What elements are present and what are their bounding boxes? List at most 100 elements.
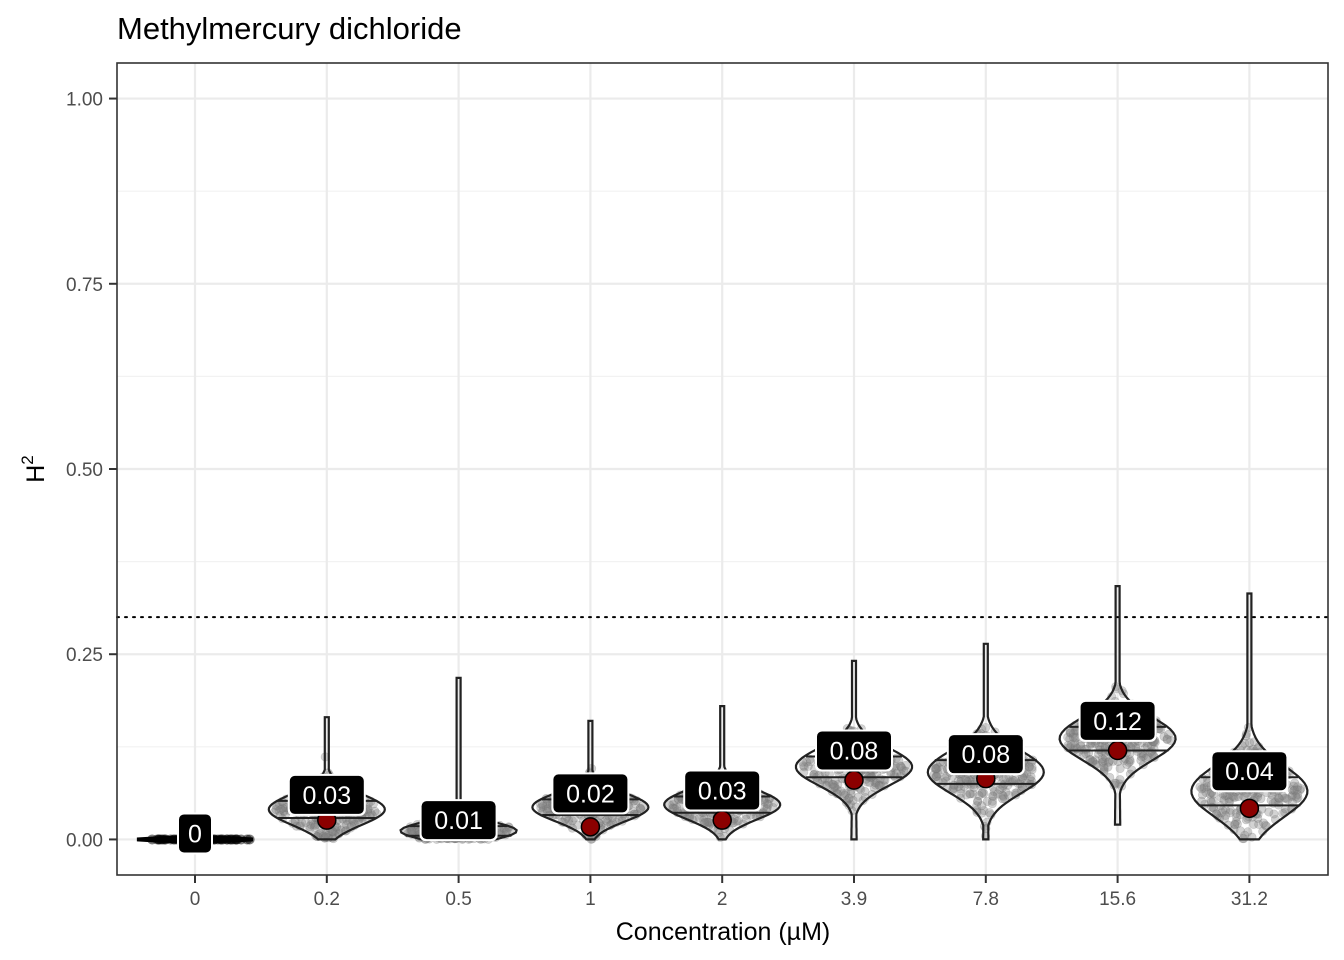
data-point [1201,787,1211,797]
data-point [865,777,875,787]
data-point [833,779,843,789]
mean-point [844,770,864,790]
data-point [1283,794,1293,804]
y-tick-label: 0.50 [66,460,103,481]
x-tick-label: 7.8 [973,889,999,910]
x-tick-label: 3.9 [841,889,867,910]
label-text: 0.04 [1225,758,1274,786]
data-point [665,800,675,810]
y-axis-title-superscript: 2 [18,455,37,464]
label-box [685,771,760,810]
data-point [1230,820,1240,830]
y-axis-title: H2 [18,455,50,483]
x-tick-label: 1 [585,889,596,910]
data-point [973,796,983,806]
data-point [956,788,966,798]
data-point [997,794,1007,804]
data-point [348,816,358,826]
data-point [1159,732,1169,742]
data-point [1224,794,1234,804]
data-point [538,801,548,811]
grid-lines [117,63,1328,875]
data-point [1065,734,1075,744]
data-point [840,791,850,801]
data-point [271,805,281,815]
data-point [1097,754,1107,764]
data-point [974,791,984,801]
axes: 0.00 0.25 0.50 0.75 1.00 0 0.2 0.5 1 2 3.9 7.8 15.6 3… [66,62,1329,910]
data-point [1199,783,1209,793]
violin-shape [267,716,386,841]
data-point [798,761,808,771]
data-point [541,801,551,811]
data-point [1225,808,1235,818]
data-point [992,789,1002,799]
data-point [305,821,315,831]
data-point [217,834,228,845]
data-point [977,788,987,798]
data-point [1115,775,1125,785]
data-point [832,785,842,795]
label-box [948,735,1023,774]
label-box [1080,701,1155,740]
data-point [339,822,349,832]
data-point [1291,791,1301,801]
data-point [931,772,941,782]
data-point [1125,769,1135,779]
data-point [1197,784,1207,794]
data-point [1280,793,1290,803]
data-point [542,804,552,814]
data-point [1243,827,1253,837]
data-point [858,796,868,806]
data-point [844,794,854,804]
data-point [1136,752,1146,762]
data-point [152,834,163,845]
data-point [844,793,854,803]
value-label-15.6: 0.12 [1078,699,1157,742]
data-point [1217,793,1227,803]
data-point [1287,785,1297,795]
mean-point [580,817,601,837]
data-point [853,792,863,802]
data-point [836,786,846,796]
data-point [962,790,972,800]
data-point [1163,729,1173,739]
data-point [316,828,326,838]
data-point [998,791,1008,801]
violin-shape [794,659,914,841]
data-point [1232,812,1242,822]
data-point [1264,807,1274,817]
data-point [931,764,941,774]
data-point [874,780,884,790]
value-label-2: 0.03 [683,769,762,812]
value-label-1: 0.02 [551,772,630,815]
label-box [817,731,891,770]
data-point [977,787,987,797]
data-point [997,790,1007,800]
data-point [1208,796,1218,806]
data-point [1024,761,1034,771]
data-point [672,803,682,813]
data-point [1124,757,1134,767]
data-point [279,806,289,816]
y-tick-label: 0.25 [66,645,103,666]
data-point [1068,732,1078,742]
violin-shape [926,642,1045,841]
label-text: 0.08 [830,737,879,765]
data-point [968,789,978,799]
data-point [1098,757,1108,767]
data-point [932,771,942,781]
data-point [1269,809,1279,819]
data-point [940,773,950,783]
value-label-0: 0 [177,812,213,855]
data-point [1099,762,1109,772]
data-point [1254,819,1264,829]
data-point [895,761,905,771]
data-point [1004,790,1014,800]
data-point [1253,813,1263,823]
data-point [930,764,940,774]
value-labels: 0 0.03 0.01 0.02 0.03 0.08 0.08 0.12 0.04 [177,699,1289,855]
data-point [1065,728,1075,738]
data-point [635,803,645,813]
